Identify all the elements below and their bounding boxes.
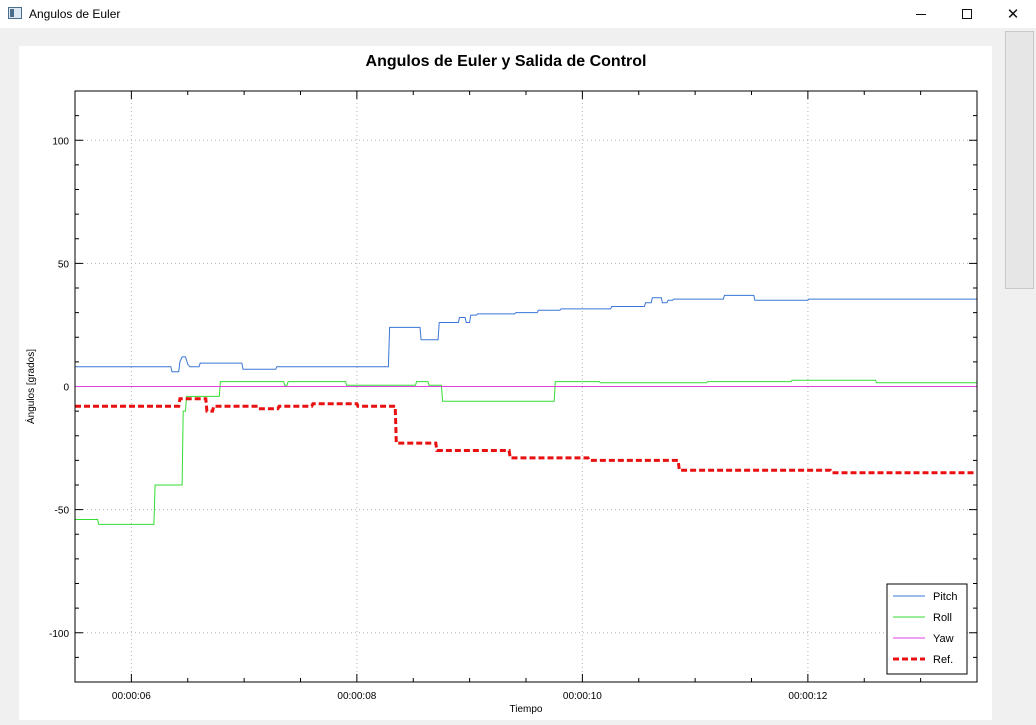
legend: Pitch Roll Yaw Ref. [886, 583, 968, 675]
x-tick-label: 00:00:06 [112, 691, 151, 702]
maximize-icon [962, 9, 972, 19]
y-tick-label: 100 [52, 136, 69, 147]
minimize-button[interactable] [898, 0, 944, 28]
legend-label: Yaw [933, 633, 954, 645]
plot-panel: Angulos de Euler y Salida de Control 00:… [19, 46, 992, 720]
y-axis-label: Ángulos [grados] [24, 349, 37, 424]
legend-box [886, 583, 968, 675]
x-tick-label: 00:00:12 [788, 691, 827, 702]
chart-title: Angulos de Euler y Salida de Control [366, 53, 647, 70]
series-line-pitch [75, 294, 977, 373]
x-tick-label: 00:00:10 [563, 691, 602, 702]
x-axis-label: Tiempo [510, 704, 543, 715]
legend-label: Ref. [933, 654, 953, 666]
maximize-button[interactable] [944, 0, 990, 28]
y-tick-label: 0 [63, 383, 69, 394]
series-line-roll [75, 379, 977, 525]
y-tick-label: -50 [55, 506, 70, 517]
y-tick-label: 50 [58, 259, 70, 270]
y-tick-label: -100 [49, 629, 69, 640]
close-icon: ✕ [1006, 4, 1020, 23]
plot-frame [74, 90, 978, 683]
euler-chart: Angulos de Euler y Salida de Control 00:… [24, 53, 978, 715]
app-icon [8, 7, 22, 19]
close-button[interactable]: ✕ [990, 0, 1036, 28]
window-titlebar: Angulos de Euler ✕ [0, 0, 1036, 28]
x-tick-label: 00:00:08 [337, 691, 376, 702]
series-line-ref [75, 397, 977, 475]
minimize-icon [916, 13, 926, 15]
legend-label: Roll [933, 612, 952, 624]
series-lines [75, 294, 977, 525]
legend-label: Pitch [933, 591, 957, 603]
scrollbar-thumb[interactable] [1005, 31, 1034, 289]
vertical-scrollbar[interactable] [1003, 28, 1036, 724]
window-title: Angulos de Euler [29, 7, 121, 21]
grid-lines [75, 91, 977, 682]
